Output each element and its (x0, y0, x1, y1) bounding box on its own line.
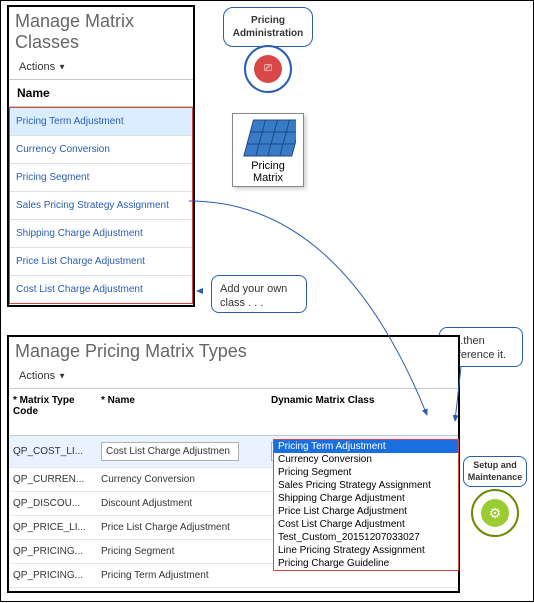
pricing-admin-glyph-icon: ⎚ (254, 55, 282, 83)
pricing-matrix-icon (240, 118, 296, 158)
column-header-code[interactable]: Matrix Type Code (9, 389, 97, 436)
setup-maintenance-icon[interactable]: ⚙ (471, 489, 519, 537)
dropdown-option[interactable]: Pricing Term Adjustment (274, 440, 458, 453)
chevron-down-icon: ▼ (58, 63, 66, 72)
matrix-class-item[interactable]: Pricing Segment (10, 164, 192, 192)
cell-code: QP_PRICE_LI... (9, 516, 97, 540)
cell-name: Pricing Term Adjustment (97, 564, 267, 588)
cell-code: QP_DISCOU... (9, 492, 97, 516)
cell-code: QP_COST_LI... (9, 436, 97, 468)
pricing-matrix-tile[interactable]: Pricing Matrix (232, 113, 304, 187)
column-header-name[interactable]: Name (97, 389, 267, 436)
matrix-class-item[interactable]: Currency Conversion (10, 136, 192, 164)
matrix-class-item[interactable]: Pricing Term Adjustment (10, 108, 192, 136)
panel-title: Manage Matrix Classes (9, 7, 193, 57)
dropdown-option[interactable]: Price List Charge Adjustment (274, 505, 458, 518)
actions-menu[interactable]: Actions ▼ (9, 57, 193, 79)
cell-name: Price List Charge Adjustment (97, 516, 267, 540)
matrix-class-item[interactable]: Shipping Charge Adjustment (10, 220, 192, 248)
dropdown-option[interactable]: Shipping Charge Adjustment (274, 492, 458, 505)
column-header-name: Name (9, 79, 193, 107)
dropdown-option[interactable]: Cost List Charge Adjustment (274, 518, 458, 531)
dropdown-option[interactable]: Sales Pricing Strategy Assignment (274, 479, 458, 492)
chevron-down-icon: ▼ (58, 372, 66, 381)
pricing-administration-icon[interactable]: ⎚ (244, 45, 292, 93)
cell-name: Pricing Segment (97, 540, 267, 564)
cell-name: Cost List Charge Adjustmen (97, 436, 267, 468)
cell-name: Currency Conversion (97, 468, 267, 492)
pricing-administration-label: Pricing Administration (223, 7, 313, 47)
cell-name: Discount Adjustment (97, 492, 267, 516)
cell-code: QP_PRICING... (9, 564, 97, 588)
dropdown-option[interactable]: Pricing Segment (274, 466, 458, 479)
add-class-callout: Add your own class . . . (211, 275, 307, 313)
matrix-class-list: Pricing Term AdjustmentCurrency Conversi… (9, 107, 193, 304)
actions-menu[interactable]: Actions ▼ (9, 366, 458, 388)
setup-maintenance-label: Setup and Maintenance (463, 456, 527, 487)
matrix-class-item[interactable]: Cost List Charge Adjustment (10, 276, 192, 303)
cell-code: QP_CURREN... (9, 468, 97, 492)
cell-code: QP_PRICING... (9, 540, 97, 564)
dropdown-option[interactable]: Line Pricing Strategy Assignment (274, 544, 458, 557)
dropdown-option[interactable]: Test_Custom_20151207033027 (274, 531, 458, 544)
pricing-matrix-label: Pricing Matrix (235, 160, 301, 184)
dynamic-matrix-class-dropdown[interactable]: Pricing Term AdjustmentCurrency Conversi… (273, 439, 459, 571)
manage-matrix-classes-panel: Manage Matrix Classes Actions ▼ Name Pri… (7, 5, 195, 307)
name-input[interactable]: Cost List Charge Adjustmen (101, 442, 239, 461)
matrix-class-item[interactable]: Price List Charge Adjustment (10, 248, 192, 276)
dropdown-option[interactable]: Currency Conversion (274, 453, 458, 466)
column-header-class[interactable]: Dynamic Matrix Class (267, 389, 458, 436)
gear-icon: ⚙ (481, 499, 509, 527)
dropdown-option[interactable]: Pricing Charge Guideline (274, 557, 458, 570)
panel-title: Manage Pricing Matrix Types (9, 337, 458, 366)
matrix-class-item[interactable]: Sales Pricing Strategy Assignment (10, 192, 192, 220)
